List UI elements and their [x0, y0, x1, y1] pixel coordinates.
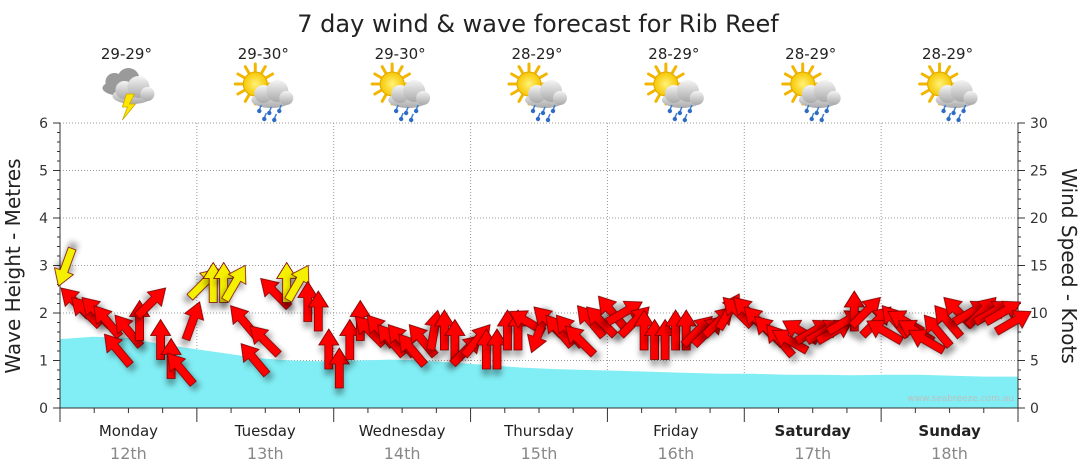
wind-arrow	[249, 325, 282, 358]
day-temperature: 28-29°	[648, 45, 699, 63]
cloud-icon	[388, 80, 431, 108]
right-axis: 0 5 10 15 20 25 30	[1017, 116, 1048, 417]
left-tick-label: 6	[39, 116, 48, 132]
wind-arrow	[93, 305, 124, 340]
wave-height-area	[60, 336, 1018, 408]
chart-title: 7 day wind & wave forecast for Rib Reef	[297, 10, 779, 38]
wind-arrow	[993, 310, 1032, 336]
day-name-label: Thursday	[503, 422, 574, 440]
wind-arrow	[221, 264, 247, 303]
right-tick-label: 20	[1030, 211, 1048, 227]
right-tick-label: 30	[1030, 116, 1048, 132]
lightning-bolt-icon	[121, 93, 137, 121]
day-name-label: Friday	[653, 422, 699, 440]
day-date-label: 12th	[110, 444, 147, 463]
wind-arrow	[149, 318, 172, 360]
sun-shower-icon	[233, 62, 294, 123]
right-tick-label: 25	[1030, 164, 1048, 180]
left-tick-label: 2	[39, 306, 48, 322]
day-temperature: 28-29°	[511, 45, 562, 63]
wind-arrow	[848, 296, 881, 330]
day-temperature: 29-29°	[101, 45, 152, 63]
day-name-label: Wednesday	[359, 422, 446, 440]
wind-arrow	[54, 246, 77, 287]
wind-arrow	[564, 325, 598, 358]
day-date-label: 18th	[931, 444, 968, 463]
day-temperature: 29-30°	[375, 45, 426, 63]
day-name-label: Sunday	[918, 422, 981, 440]
wind-arrow	[166, 352, 197, 387]
cloud-icon	[935, 80, 978, 108]
thunderstorm-icon	[102, 68, 155, 121]
sun-shower-icon	[507, 62, 567, 123]
wind-arrow	[923, 314, 954, 349]
right-tick-label: 5	[1030, 354, 1039, 370]
sun-shower-icon	[918, 62, 978, 123]
rain-drops-icon	[667, 104, 693, 123]
left-axis-label: Wave Height - Metres	[1, 158, 25, 373]
day-name-label: Monday	[99, 422, 158, 440]
wind-arrow	[843, 290, 866, 332]
rain-drops-icon	[804, 104, 830, 123]
right-tick-label: 10	[1030, 306, 1048, 322]
cloud-icon	[798, 80, 841, 108]
left-tick-label: 1	[39, 354, 48, 370]
wind-arrow	[328, 347, 351, 389]
wind-arrow	[133, 287, 167, 320]
wind-arrow	[181, 301, 205, 342]
left-tick-label: 3	[39, 259, 48, 275]
rain-drops-icon	[941, 104, 967, 123]
day-name-label: Saturday	[775, 422, 852, 440]
wind-arrow	[240, 343, 271, 378]
watermark: www.seabreeze.com.au	[907, 394, 1014, 404]
day-date-label: 16th	[657, 444, 694, 463]
cloud-icon	[661, 80, 704, 108]
cloud-icon	[525, 80, 567, 108]
rain-drops-icon	[257, 104, 282, 123]
wind-arrow	[103, 333, 134, 368]
day-name-label: Tuesday	[234, 422, 296, 440]
sun-shower-icon	[781, 62, 841, 123]
wind-arrow	[675, 309, 697, 351]
left-axis: 0 1 2 3 4 5 6	[39, 116, 61, 417]
sun-shower-icon	[370, 62, 431, 123]
wind-arrow	[983, 300, 1022, 327]
day-temperature: 28-29°	[785, 45, 836, 63]
x-axis: Monday 12th Tuesday 13th Wednesday 14th Thursd…	[59, 407, 1019, 463]
wind-arrow	[307, 290, 330, 332]
wind-arrow	[398, 333, 429, 368]
day-temperature: 28-29°	[922, 45, 973, 63]
wind-arrow	[318, 328, 340, 370]
day-date-label: 17th	[794, 444, 831, 463]
rain-drops-icon	[393, 104, 419, 123]
left-tick-label: 4	[39, 211, 48, 227]
right-tick-label: 0	[1030, 401, 1039, 417]
right-tick-label: 15	[1030, 259, 1048, 275]
day-date-label: 13th	[247, 444, 284, 463]
day-temperature: 29-30°	[238, 45, 289, 63]
rain-drops-icon	[530, 104, 556, 123]
left-tick-label: 0	[39, 401, 48, 417]
cloud-icon	[251, 80, 294, 108]
wind-arrows	[54, 246, 1032, 389]
day-date-label: 14th	[384, 444, 421, 463]
left-tick-label: 5	[39, 164, 48, 180]
day-date-label: 15th	[521, 444, 558, 463]
sun-shower-icon	[644, 62, 704, 123]
right-axis-label: Wind Speed - Knots	[1057, 168, 1080, 364]
day-headers: 29-29° 29-30° 29-30° 28-29° 28-29° 28-29° 28-2…	[101, 45, 978, 123]
